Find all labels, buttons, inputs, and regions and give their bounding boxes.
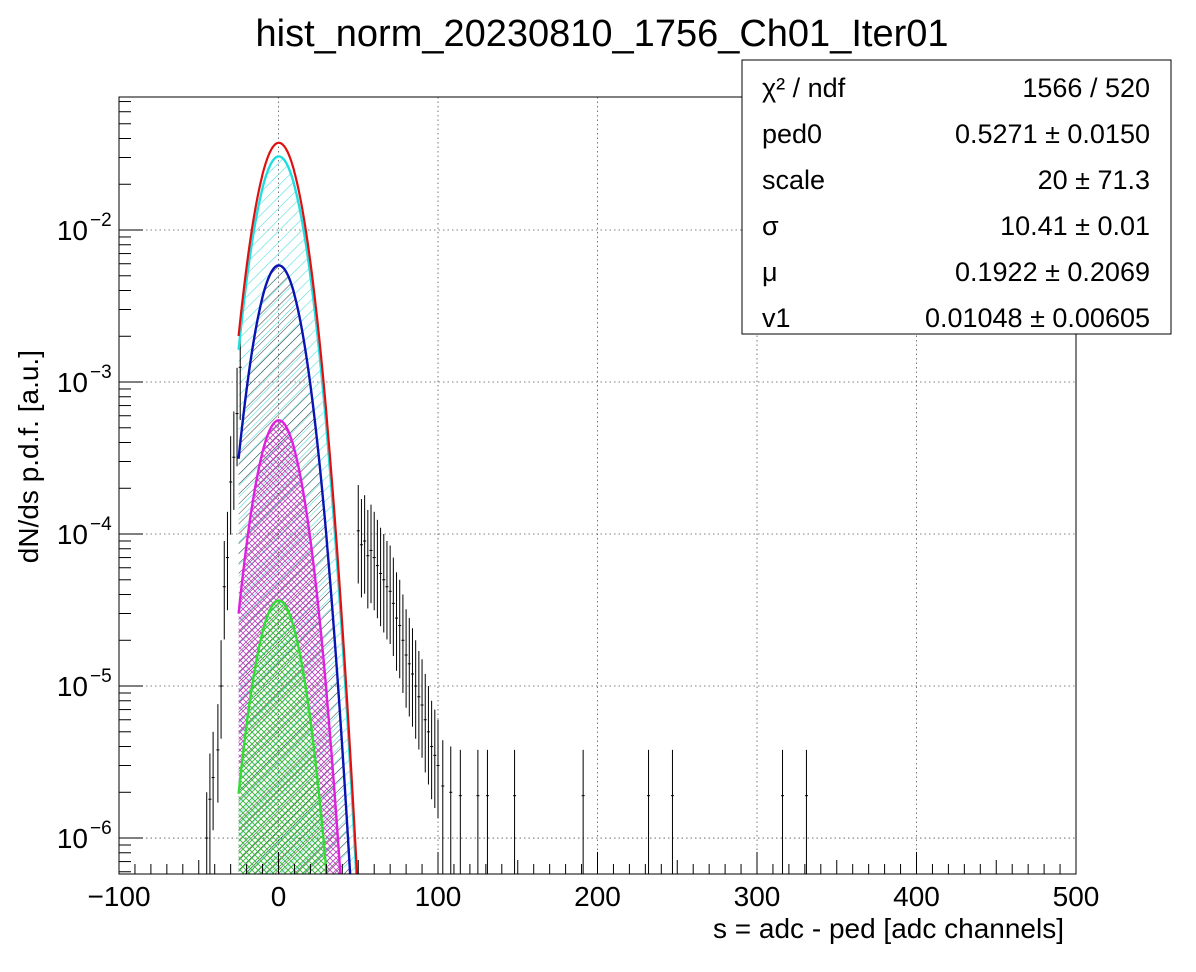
histogram-bin (388, 545, 392, 645)
component-hatch-fill (238, 600, 327, 874)
histogram-bin (401, 594, 405, 693)
chart-title: hist_norm_20230810_1756_Ch01_Iter01 (256, 13, 949, 55)
histogram-bin (359, 498, 363, 598)
stats-row-label: v1 (762, 303, 791, 333)
stats-row-label: χ² / ndf (762, 73, 846, 103)
stats-row-label: σ (762, 211, 779, 241)
histogram-bin (476, 749, 480, 874)
x-axis-label: s = adc - ped [adc channels] (713, 913, 1064, 944)
histogram-bin (404, 609, 408, 708)
x-tick-label: 300 (734, 881, 781, 912)
x-tick-label: −100 (87, 881, 150, 912)
histogram-bin (219, 640, 223, 739)
histogram-bin (647, 749, 651, 874)
histogram-bin (232, 411, 236, 510)
stats-row-value: 0.5271 ± 0.0150 (955, 119, 1150, 149)
stats-row-value: 0.01048 ± 0.00605 (925, 303, 1150, 333)
histogram-bin (395, 572, 399, 671)
histogram-bin (436, 719, 440, 819)
histogram-bin (229, 436, 233, 535)
histogram-bin (441, 740, 445, 874)
histogram-bin (410, 628, 414, 727)
stats-row-value: 0.1922 ± 0.2069 (955, 257, 1150, 287)
y-tick-label-exponent: −3 (90, 362, 112, 383)
x-tick-label: 500 (1053, 881, 1100, 912)
y-tick-label: 10 (57, 215, 88, 246)
histogram-bin (426, 686, 430, 785)
histogram-points (205, 321, 808, 874)
x-tick-label: 400 (893, 881, 940, 912)
histogram-bin (225, 511, 229, 611)
fit-curve-total-fit (237, 141, 359, 874)
histogram-bin (407, 618, 411, 717)
histogram-bin (433, 709, 437, 809)
histogram-bin (417, 651, 421, 750)
fit-curve-component-2 (237, 419, 342, 874)
y-tick-label-exponent: −6 (90, 818, 112, 839)
y-tick-label-exponent: −5 (90, 666, 112, 687)
stats-row-value: 10.41 ± 0.01 (1000, 211, 1150, 241)
histogram-bin (222, 540, 226, 640)
x-tick-label: 100 (415, 881, 462, 912)
x-axis: −100 0 100 200 300 400 500 (87, 852, 1099, 912)
histogram-bin (205, 792, 209, 874)
histogram-bin (513, 749, 517, 874)
histogram-bin (430, 700, 434, 800)
histogram-bin (375, 519, 379, 619)
fit-curve-component-1 (237, 264, 352, 874)
histogram-bin (211, 731, 215, 831)
stats-row-value: 20 ± 71.3 (1038, 165, 1150, 195)
stats-box-frame (741, 59, 1172, 335)
y-tick-label-exponent: −2 (90, 210, 112, 231)
histogram-bin (485, 749, 489, 874)
y-axis: 10−610−510−410−310−2 (57, 101, 143, 873)
histogram-bin (366, 509, 370, 609)
histogram-bin (235, 367, 239, 467)
histogram-bin (379, 527, 383, 627)
histogram-bin (420, 659, 424, 758)
histogram-bin (449, 746, 453, 874)
histogram-bin (385, 540, 389, 640)
histogram-bin (372, 511, 376, 611)
histogram-bin (458, 749, 462, 874)
histogram-bin (391, 557, 395, 657)
x-tick-label: 200 (574, 881, 621, 912)
histogram-bin (216, 704, 220, 803)
y-tick-label-exponent: −4 (90, 514, 112, 535)
fit-curves (237, 141, 359, 874)
fit-stats-box: χ² / ndf 1566 / 520 ped0 0.5271 ± 0.0150 sca… (741, 59, 1172, 335)
y-tick-label: 10 (57, 823, 88, 854)
fit-curve-component-3 (237, 599, 328, 874)
stats-row-value: 1566 / 520 (1022, 73, 1150, 103)
histogram-bin (781, 749, 785, 874)
histogram-bin (369, 504, 373, 604)
histogram-bin (581, 749, 585, 874)
histogram-bin (356, 485, 360, 584)
stats-row-label: μ (762, 257, 778, 287)
stats-row-label: scale (762, 165, 825, 195)
y-axis-label: dN/ds p.d.f. [a.u.] (13, 350, 44, 563)
histogram-bin (414, 640, 418, 739)
histogram-bin (423, 673, 427, 773)
histogram-bin (363, 495, 367, 594)
histogram-bin (208, 753, 212, 874)
stats-row-label: ped0 (762, 119, 822, 149)
y-tick-label: 10 (57, 367, 88, 398)
histogram-bin (670, 749, 674, 874)
y-tick-label: 10 (57, 671, 88, 702)
histogram-bin (382, 534, 386, 633)
y-tick-label: 10 (57, 519, 88, 550)
histogram-bin (398, 579, 402, 679)
x-tick-label: 0 (271, 881, 287, 912)
histogram-bin (804, 749, 808, 874)
